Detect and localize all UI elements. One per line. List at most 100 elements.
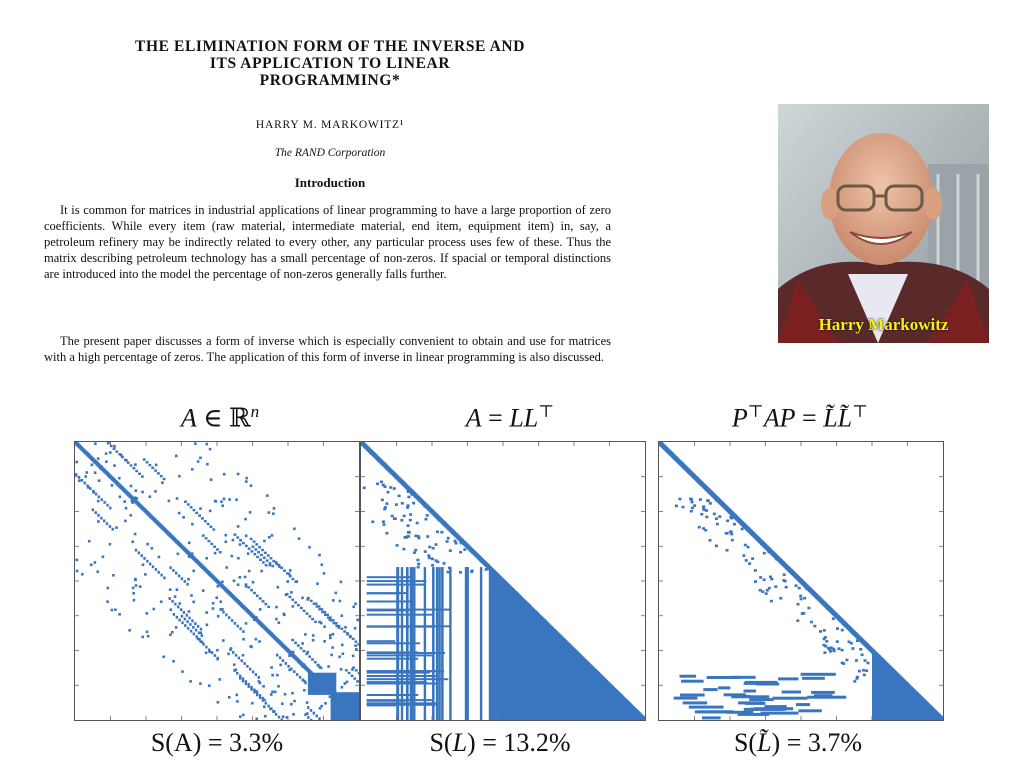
offdiag-nonzero xyxy=(191,619,194,623)
scattered-nonzero xyxy=(192,569,195,573)
row-fill xyxy=(366,678,449,681)
fill-nonzero xyxy=(794,584,798,587)
fill-nonzero xyxy=(840,648,844,652)
fill-nonzero xyxy=(744,559,748,562)
scattered-nonzero xyxy=(237,556,240,560)
scattered-nonzero xyxy=(281,702,284,705)
scattered-nonzero xyxy=(201,589,205,592)
scattered-nonzero xyxy=(90,463,94,467)
fill-nonzero xyxy=(725,549,729,552)
offdiag-nonzero xyxy=(261,600,265,603)
offdiag-nonzero xyxy=(80,478,84,482)
spy-plot-original xyxy=(74,441,360,721)
scattered-nonzero xyxy=(232,663,236,666)
fill-nonzero xyxy=(383,507,387,511)
scattered-nonzero xyxy=(263,539,266,543)
fill-nonzero xyxy=(849,641,853,645)
offdiag-nonzero xyxy=(186,503,190,506)
scattered-nonzero xyxy=(235,498,238,501)
offdiag-nonzero xyxy=(254,548,258,551)
offdiag-nonzero xyxy=(264,701,267,705)
scattered-nonzero xyxy=(273,690,277,694)
row-fill xyxy=(738,694,751,698)
scattered-nonzero xyxy=(230,554,234,558)
scattered-nonzero xyxy=(318,707,322,710)
fill-nonzero xyxy=(893,707,897,710)
offdiag-nonzero xyxy=(315,605,319,608)
scattered-nonzero xyxy=(171,630,174,634)
scattered-nonzero xyxy=(172,660,175,663)
offdiag-nonzero xyxy=(261,699,265,702)
scattered-nonzero xyxy=(85,471,89,474)
scattered-nonzero xyxy=(216,657,219,661)
scattered-nonzero xyxy=(318,553,321,557)
offdiag-nonzero xyxy=(157,472,160,475)
row-fill xyxy=(366,583,425,586)
offdiag-nonzero xyxy=(273,710,276,713)
scattered-nonzero xyxy=(272,512,275,515)
offdiag-nonzero xyxy=(269,557,273,560)
scattered-nonzero xyxy=(244,517,247,521)
fill-nonzero xyxy=(407,535,410,538)
offdiag-nonzero xyxy=(266,554,270,557)
offdiag-nonzero xyxy=(194,622,197,625)
offdiag-nonzero xyxy=(307,716,310,719)
offdiag-nonzero xyxy=(207,539,211,543)
fill-nonzero xyxy=(715,522,719,526)
fill-nonzero xyxy=(809,620,813,624)
row-fill xyxy=(673,696,698,700)
scattered-nonzero xyxy=(110,484,114,487)
fill-nonzero xyxy=(803,596,807,600)
offdiag-nonzero xyxy=(319,666,323,669)
fill-nonzero xyxy=(393,517,397,520)
fill-nonzero xyxy=(697,525,701,529)
offdiag-nonzero xyxy=(357,643,359,646)
fill-nonzero xyxy=(774,585,778,588)
fill-nonzero xyxy=(362,486,366,490)
offdiag-nonzero xyxy=(233,533,237,536)
fill-nonzero xyxy=(700,512,704,516)
scattered-nonzero xyxy=(208,447,212,451)
fill-nonzero xyxy=(445,540,449,543)
offdiag-nonzero xyxy=(307,596,310,600)
scattered-nonzero xyxy=(276,585,280,589)
offdiag-nonzero xyxy=(250,687,253,691)
scattered-nonzero xyxy=(154,463,158,467)
scattered-nonzero xyxy=(75,569,79,573)
scattered-nonzero xyxy=(258,640,261,643)
offdiag-nonzero xyxy=(287,664,290,668)
offdiag-nonzero xyxy=(105,522,109,526)
fill-nonzero xyxy=(446,570,450,574)
scattered-nonzero xyxy=(227,696,231,699)
fill-nonzero xyxy=(402,547,406,551)
fill-nonzero xyxy=(760,542,763,546)
fill-nonzero xyxy=(705,509,708,512)
offdiag-nonzero xyxy=(308,615,312,618)
row-fill xyxy=(703,688,718,692)
scattered-nonzero xyxy=(115,526,118,529)
offdiag-nonzero xyxy=(141,475,144,478)
fill-nonzero xyxy=(746,545,750,549)
fill-nonzero xyxy=(702,527,706,530)
scattered-nonzero xyxy=(106,600,109,603)
row-fill xyxy=(737,712,770,716)
scattered-nonzero xyxy=(356,618,359,622)
scattered-nonzero xyxy=(247,569,251,573)
scattered-nonzero xyxy=(215,596,218,599)
spy-plot-cholesky-svg xyxy=(361,442,645,720)
row-fill xyxy=(366,613,434,616)
offdiag-nonzero xyxy=(172,613,176,616)
offdiag-nonzero xyxy=(299,647,303,650)
offdiag-nonzero xyxy=(247,683,250,686)
offdiag-nonzero xyxy=(185,613,188,617)
scattered-nonzero xyxy=(105,460,108,463)
scattered-nonzero xyxy=(131,540,134,544)
fill-nonzero xyxy=(442,562,446,565)
offdiag-nonzero xyxy=(350,674,354,677)
fill-nonzero xyxy=(769,599,773,603)
scattered-nonzero xyxy=(262,685,265,688)
scattered-nonzero xyxy=(334,591,338,595)
scattered-nonzero xyxy=(258,608,262,611)
offdiag-nonzero xyxy=(115,450,119,453)
plot-3-title: P⊤AP = L̃L̃⊤ xyxy=(731,402,869,433)
